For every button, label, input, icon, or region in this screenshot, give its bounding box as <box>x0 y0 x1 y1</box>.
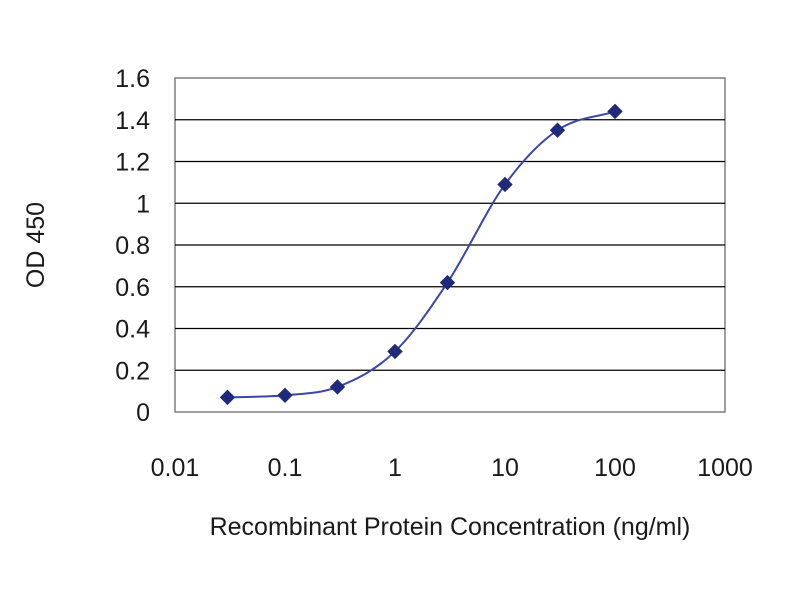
y-tick-label: 0 <box>136 399 150 427</box>
data-point <box>277 387 293 404</box>
x-tick-label: 1 <box>388 454 402 482</box>
x-tick-label: 0.1 <box>268 454 303 482</box>
y-tick-label: 0.6 <box>115 274 150 302</box>
data-point <box>497 176 513 193</box>
data-points <box>219 103 623 406</box>
y-tick-label: 0.4 <box>115 316 150 344</box>
data-point <box>439 274 456 291</box>
data-point <box>607 103 623 120</box>
y-tick-labels: 0 0.2 0.4 0.6 0.8 1 1.2 1.4 1.6 <box>115 65 150 427</box>
y-axis-title: OD 450 <box>22 202 50 288</box>
y-tick-label: 1.6 <box>115 65 150 93</box>
x-axis-title: Recombinant Protein Concentration (ng/ml… <box>210 513 691 541</box>
x-tick-label: 0.01 <box>151 454 200 482</box>
y-tick-label: 1.2 <box>115 149 150 177</box>
y-tick-label: 1.4 <box>115 107 150 135</box>
grid-lines <box>175 119 725 371</box>
y-tick-label: 0.2 <box>115 357 150 385</box>
data-point <box>549 122 566 138</box>
x-tick-label: 10 <box>491 454 519 482</box>
y-tick-label: 0.8 <box>115 232 150 260</box>
data-point <box>329 379 346 395</box>
y-tick-label: 1 <box>136 190 150 218</box>
fit-curve-line <box>227 110 616 399</box>
fit-curve <box>227 110 616 399</box>
data-point <box>219 389 236 406</box>
x-tick-labels: 0.01 0.1 1 10 100 1000 <box>151 454 753 482</box>
x-tick-label: 1000 <box>697 454 753 482</box>
x-tick-label: 100 <box>594 454 636 482</box>
data-point <box>387 343 403 360</box>
